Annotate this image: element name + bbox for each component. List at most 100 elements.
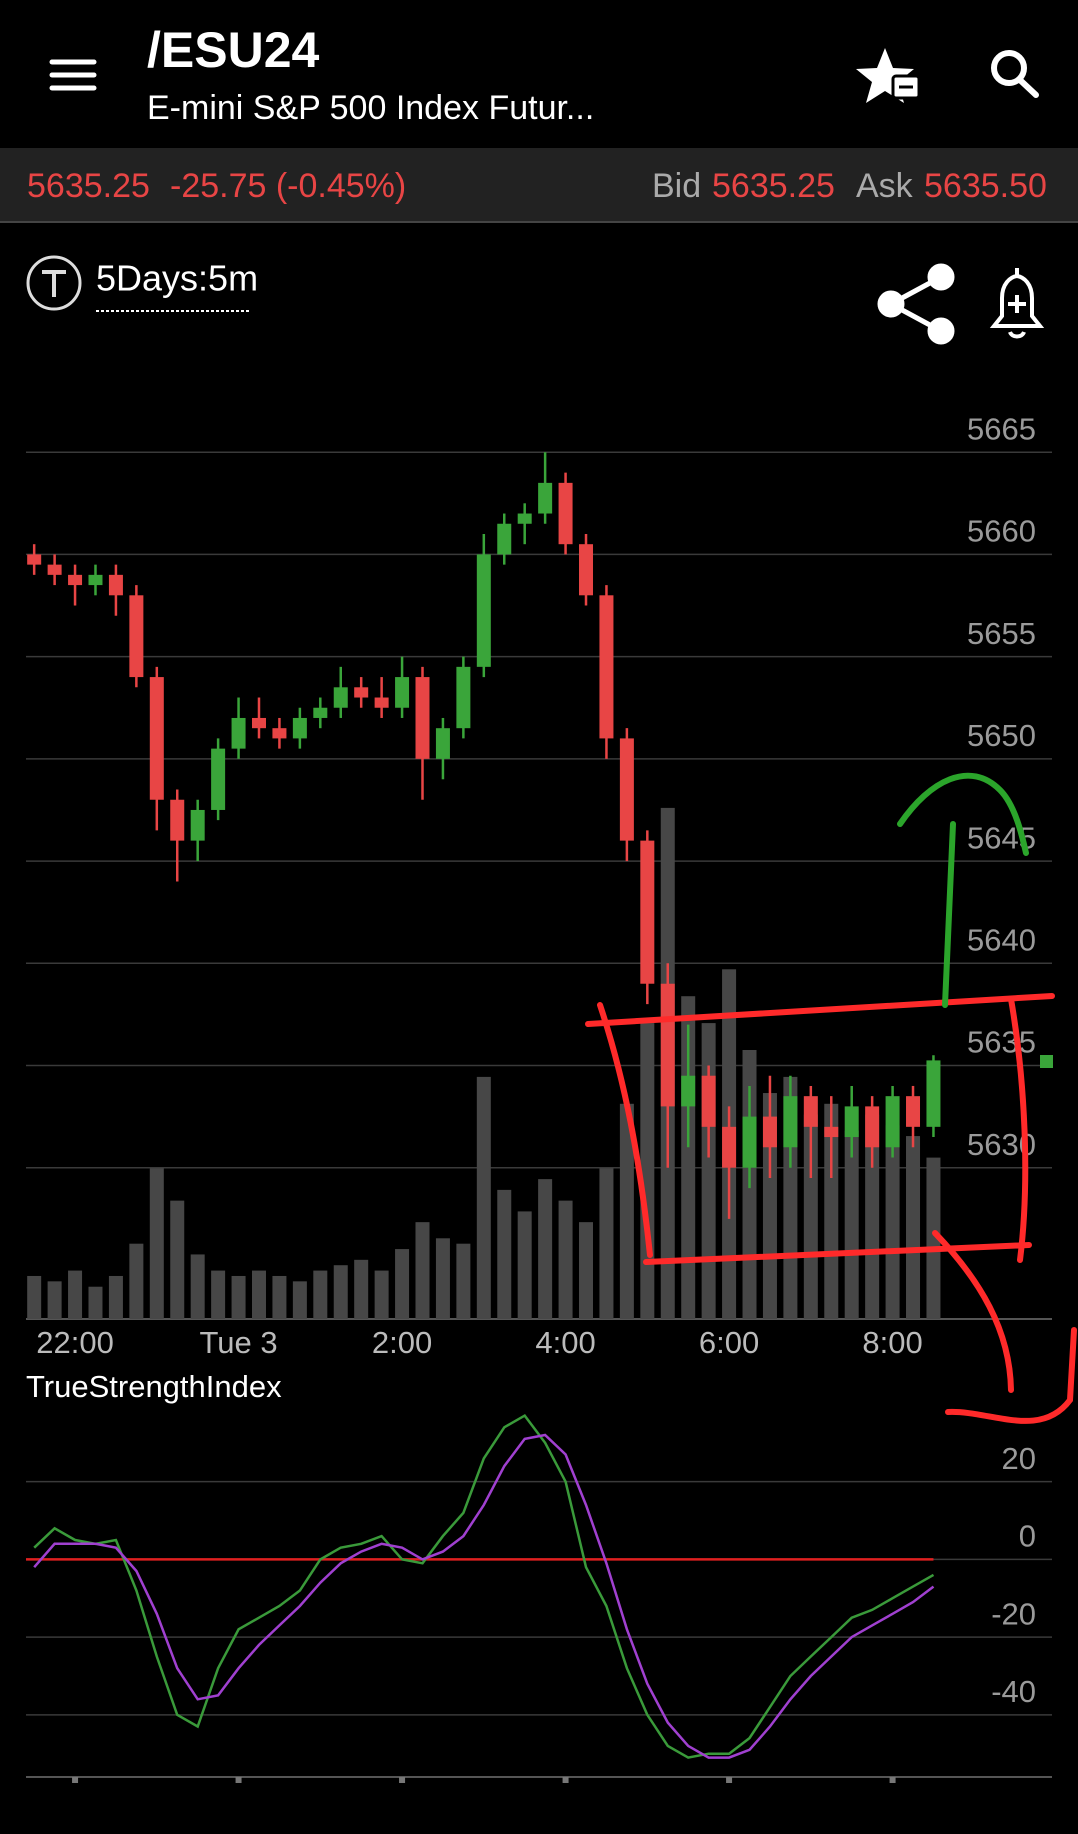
volume-bar [497,1189,512,1319]
candle-body [149,677,164,800]
candle-body [926,1060,941,1127]
volume-bar [211,1270,226,1319]
volume-bar [251,1270,266,1319]
search-icon [991,50,1027,86]
candle-body [88,574,103,586]
candle-body [211,748,226,810]
volume-bar [333,1265,348,1319]
search-button[interactable] [991,50,1039,98]
x-tick [72,1777,79,1783]
y-tick-label: 5655 [967,616,1036,651]
candle-body [538,482,553,514]
indicator-line [33,1413,935,1759]
candle-body [272,728,287,739]
volume-bar [517,1211,532,1319]
y-tick-label: 5650 [967,718,1036,753]
candle-body [619,738,634,841]
candle-body [435,728,450,759]
annotation-arc [897,772,1029,856]
x-tick-label: 2:00 [372,1325,432,1360]
candle-body [906,1096,921,1127]
volume-bar [844,1130,859,1319]
candle-body [660,983,675,1107]
ask-label: Ask [856,167,914,205]
candle-body [824,1126,839,1138]
bell-icon [989,273,1045,328]
last-price-marker [1040,1055,1053,1068]
volume-bar [762,1093,777,1319]
volume-bar [129,1243,144,1319]
alert-button[interactable] [989,268,1045,339]
volume-bar [415,1222,430,1319]
volume-bar [313,1270,328,1319]
candle-body [456,666,471,729]
volume-bar [231,1275,246,1319]
annotation-line [585,993,1055,1027]
x-tick [726,1777,733,1783]
candle-body [865,1106,880,1148]
volume-bar [926,1157,941,1319]
annotation-bracket [597,1002,653,1258]
x-tick [399,1777,406,1783]
x-tick [562,1777,569,1783]
y-tick-label: 5640 [967,922,1036,957]
period-selector[interactable]: 5Days:5m [96,258,258,299]
volume-bar [640,1023,655,1319]
candle-body [231,717,246,749]
x-tick-label: 8:00 [862,1325,922,1360]
candle-body [579,544,594,596]
volume-bar [435,1238,450,1319]
search-handle [1017,77,1039,98]
description: E-mini S&P 500 Index Futur... [147,89,594,127]
candle-body [722,1126,737,1168]
candle-body [742,1116,757,1168]
y-tick-label: 5660 [967,514,1036,549]
volume-bar [476,1076,491,1319]
candle-body [251,717,266,729]
menu-button[interactable] [49,59,97,91]
candle-body [517,513,532,524]
tool-button[interactable] [26,255,82,311]
x-tick [889,1777,896,1783]
volume-bar [619,1103,634,1319]
candle-body [497,523,512,555]
volume-bar [27,1275,42,1319]
volume-bar [88,1286,103,1319]
candle-body [395,677,410,708]
annotation-bracket [1008,996,1029,1263]
bid-price: 5635.25 [712,167,835,205]
x-tick-label: 22:00 [36,1325,114,1360]
volume-bar [272,1275,287,1319]
candle-body [885,1096,900,1148]
volume-bar [538,1179,553,1319]
share-node [877,290,905,318]
y-tick-label: -20 [991,1596,1036,1631]
candle-body [27,554,42,565]
volume-bar [599,1168,614,1319]
share-button[interactable] [877,263,955,345]
tool-icon [26,255,82,311]
annotation-arrow [945,1327,1077,1424]
volume-bar [885,1125,900,1319]
watchlist-button[interactable] [856,48,921,103]
annotations [585,772,1077,1424]
bell-clapper [1008,331,1026,339]
volume-bar [374,1270,389,1319]
volume-bar [47,1281,62,1319]
candle-body [129,595,144,678]
volume-bar [170,1200,185,1319]
net-change: -25.75 (-0.45%) [170,167,406,205]
indicator-line [33,1433,935,1759]
candle-body [190,809,205,841]
indicator-title: TrueStrengthIndex [26,1369,282,1404]
candle-body [558,482,573,545]
y-tick-label: 20 [1002,1441,1036,1476]
volume-bar [579,1222,594,1319]
candle-body [844,1106,859,1138]
volume-bar [906,1136,921,1319]
y-tick-label: 5665 [967,411,1036,446]
candle-body [701,1075,716,1127]
y-tick-label: 0 [1019,1519,1036,1554]
